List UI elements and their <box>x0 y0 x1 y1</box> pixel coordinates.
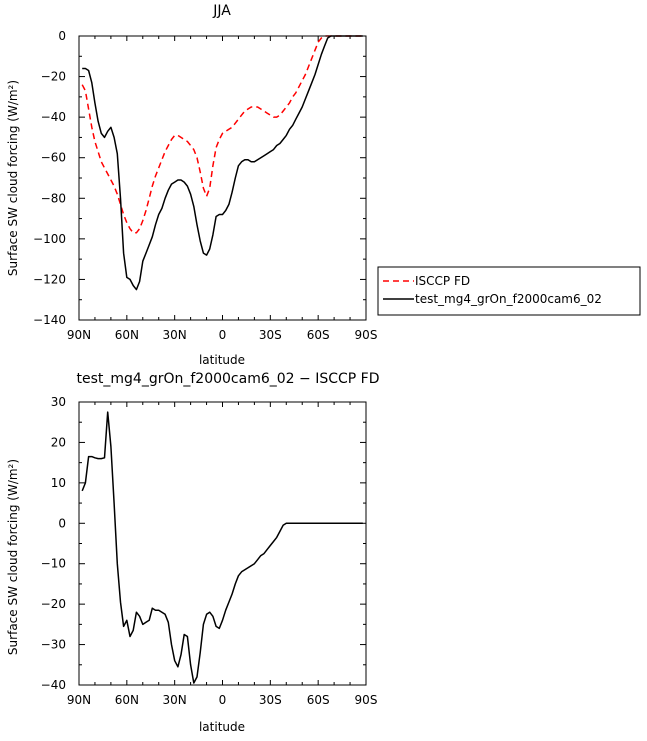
chart-top-title: JJA <box>212 3 231 19</box>
chart-top: JJA Surface SW cloud forcing (W/m²) lati… <box>6 3 377 367</box>
chart-top-ytick-label: −120 <box>33 272 66 286</box>
chart-top-xlabel: latitude <box>199 353 245 367</box>
chart-top-ytick-label: 0 <box>58 29 66 43</box>
chart-top-xtick-label: 30N <box>163 328 187 342</box>
chart-bottom-xtick-label: 0 <box>219 693 227 707</box>
chart-top-plot-frame <box>78 35 367 321</box>
chart-bottom-xtick-label: 30S <box>259 693 282 707</box>
chart-bottom-xtick-label: 90S <box>355 693 378 707</box>
chart-bottom-ytick-label: 20 <box>51 435 66 449</box>
legend-label-test: test_mg4_grOn_f2000cam6_02 <box>415 292 602 306</box>
chart-top-xtick-label: 60N <box>115 328 139 342</box>
chart-bottom-ytick-label: −20 <box>41 597 66 611</box>
chart-bottom-plot-frame <box>78 401 367 686</box>
chart-top-ytick-label: −140 <box>33 313 66 327</box>
chart-top-xtick-label: 30S <box>259 328 282 342</box>
chart-bottom-ylabel: Surface SW cloud forcing (W/m²) <box>6 459 20 655</box>
chart-top-ytick-label: −60 <box>41 151 66 165</box>
chart-bottom-ytick-label: −30 <box>41 638 66 652</box>
legend-box <box>377 266 641 316</box>
chart-top-series-line-0 <box>81 35 363 234</box>
chart-bottom: test_mg4_grOn_f2000cam6_02 − ISCCP FD Su… <box>6 371 379 734</box>
chart-top-xtick-label: 0 <box>219 328 227 342</box>
chart-top-series-line-1 <box>82 35 363 291</box>
chart-top-xtick-label: 90N <box>67 328 91 342</box>
chart-bottom-ytick-label: 30 <box>51 395 66 409</box>
chart-bottom-xtick-label: 30N <box>163 693 187 707</box>
chart-bottom-xtick-label: 60S <box>307 693 330 707</box>
chart-bottom-title: test_mg4_grOn_f2000cam6_02 − ISCCP FD <box>77 371 380 387</box>
chart-top-ytick-label: −80 <box>41 191 66 205</box>
chart-top-ylabel: Surface SW cloud forcing (W/m²) <box>6 80 20 276</box>
chart-bottom-xlabel: latitude <box>199 720 245 734</box>
chart-bottom-ytick-label: 0 <box>58 516 66 530</box>
legend-label-isccp: ISCCP FD <box>415 274 470 288</box>
legend: ISCCP FD test_mg4_grOn_f2000cam6_02 <box>377 266 641 316</box>
chart-bottom-ytick-label: −40 <box>41 678 66 692</box>
chart-bottom-series-line-0 <box>81 411 363 684</box>
chart-top-ytick-label: −100 <box>33 232 66 246</box>
chart-bottom-ytick-label: −10 <box>41 557 66 571</box>
chart-top-xtick-label: 90S <box>355 328 378 342</box>
chart-bottom-xtick-label: 90N <box>67 693 91 707</box>
chart-top-ytick-label: −20 <box>41 70 66 84</box>
chart-bottom-xtick-label: 60N <box>115 693 139 707</box>
chart-bottom-ytick-label: 10 <box>51 476 66 490</box>
chart-top-xtick-label: 60S <box>307 328 330 342</box>
chart-top-ytick-label: −40 <box>41 110 66 124</box>
